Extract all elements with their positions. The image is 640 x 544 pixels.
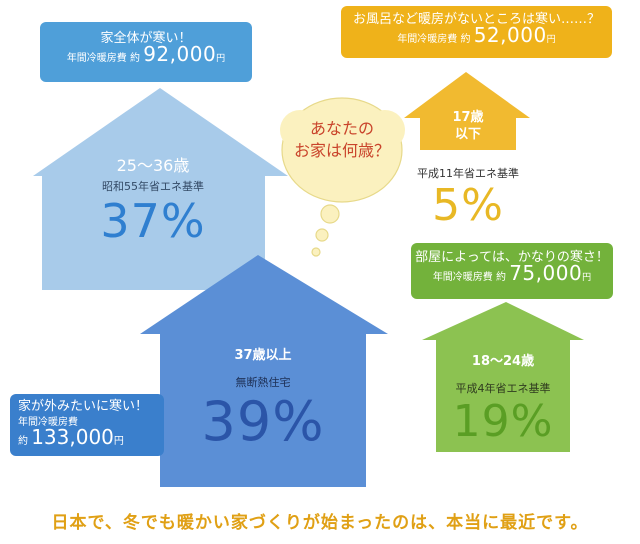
thought-cloud (280, 97, 405, 257)
house-4-percent: 19% (452, 396, 554, 447)
bubble-1-title: 家全体が寒い！ (100, 31, 192, 46)
bubble-3-amount: 75,000 (509, 261, 583, 285)
bubble-3-title: 部屋によっては、かなりの寒さ！ (415, 250, 609, 265)
bubble-3-approx: 約 (496, 272, 506, 283)
footer-message: 日本で、冬でも暖かい家づくりが始まったのは、本当に最近です。 (51, 513, 589, 533)
bubble-1-approx: 約 (130, 53, 140, 64)
cost-bubble-2: お風呂など暖房がないところは寒い……？ 年間冷暖房費 約 52,000円 (341, 6, 612, 58)
bubble-1-amount: 92,000 (143, 42, 217, 66)
cost-bubble-4: 家が外みたいに寒い！ 年間冷暖房費 約 133,000円 (10, 394, 164, 456)
house-3-standard: 無断熱住宅 (235, 376, 291, 389)
bubble-2-label: 年間冷暖房費 (397, 34, 458, 45)
bubble-2-cost: 年間冷暖房費 約 52,000円 (341, 25, 612, 47)
house-2-standard: 平成11年省エネ基準 (417, 167, 519, 180)
bubble-2-unit: 円 (546, 35, 556, 45)
bubble-2-approx: 約 (460, 34, 471, 45)
cost-bubble-3: 部屋によっては、かなりの寒さ！ 年間冷暖房費 約 75,000円 (411, 243, 613, 299)
bubble-4-label: 年間冷暖房費 (18, 417, 78, 428)
bubble-3-label: 年間冷暖房費 (432, 272, 493, 283)
bubble-1-unit: 円 (216, 54, 226, 64)
house-2-percent: 5% (432, 180, 504, 231)
house-1-percent: 37% (100, 194, 206, 248)
house-4-shape (422, 302, 584, 452)
bubble-4-cost: 約 133,000円 (18, 427, 164, 449)
bubble-4-title: 家が外みたいに寒い！ (18, 399, 149, 414)
bubble-4-approx: 約 (18, 436, 28, 447)
cost-bubble-1: 家全体が寒い！ 年間冷暖房費 約 92,000円 (40, 22, 252, 82)
house-4-age: 18～24歳 (471, 354, 535, 369)
house-1-age: 25～36歳 (116, 156, 190, 175)
house-3-age: 37歳以上 (234, 348, 292, 363)
house-2-age-line-2: 以下 (454, 127, 481, 142)
house-4-standard: 平成4年省エネ基準 (455, 382, 551, 395)
bubble-3-cost: 年間冷暖房費 約 75,000円 (411, 263, 613, 285)
bubble-4-unit: 円 (113, 436, 124, 447)
bubble-3-unit: 円 (582, 273, 592, 283)
house-2-shape (404, 72, 530, 150)
house-1-standard: 昭和55年省エネ基準 (102, 180, 204, 193)
bubble-2-amount: 52,000 (473, 23, 547, 47)
cloud-line-1: あなたの (309, 119, 374, 138)
bubble-4-amount: 133,000 (31, 425, 114, 449)
cloud-question: あなたの お家は何歳？ (287, 118, 397, 162)
bubble-1-cost: 年間冷暖房費 約 92,000円 (40, 44, 252, 66)
cloud-line-2: お家は何歳？ (293, 141, 390, 160)
house-3-shape (140, 255, 388, 487)
bubble-2-title: お風呂など暖房がないところは寒い……？ (352, 12, 600, 27)
house-1-shape (33, 88, 288, 290)
house-3-percent: 39% (201, 390, 325, 453)
bubble-1-label: 年間冷暖房費 (66, 53, 127, 64)
house-2-age-line-1: 17歳 (452, 110, 484, 125)
